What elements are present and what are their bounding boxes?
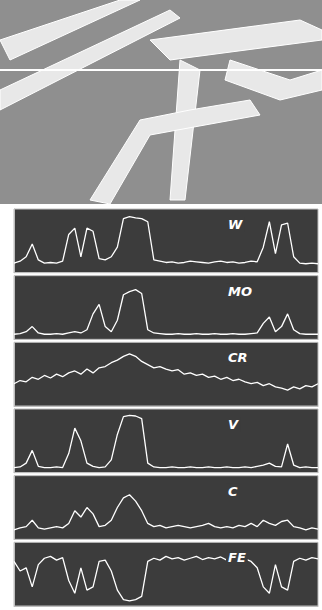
svg-text:V: V (228, 417, 239, 432)
svg-text:FE: FE (228, 550, 246, 565)
svg-text:W: W (228, 217, 243, 232)
svg-text:C: C (228, 484, 238, 499)
svg-text:MO: MO (228, 284, 252, 299)
svg-text:CR: CR (228, 350, 248, 365)
